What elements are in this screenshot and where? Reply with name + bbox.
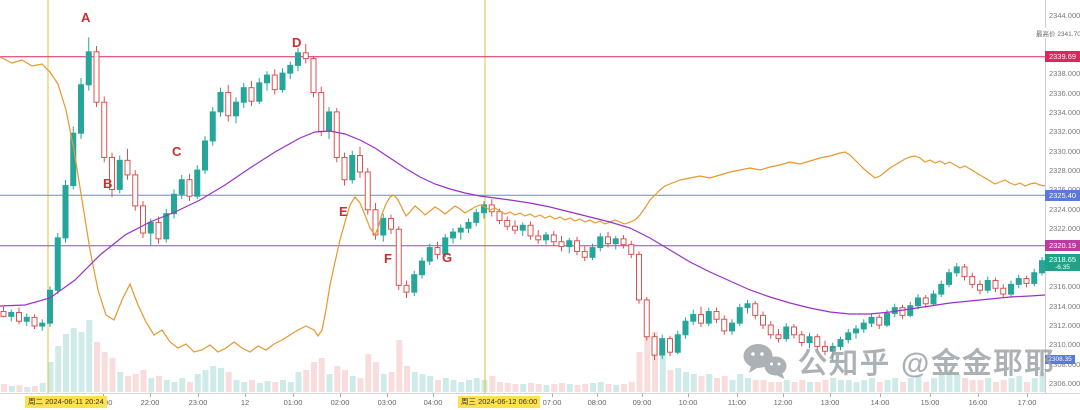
price-tick: 2316.000 [1049,282,1080,292]
price-tick: 2312.000 [1049,321,1080,331]
time-tick [1027,394,1028,397]
annotation-letter-d: D [292,35,302,50]
annotation-letter-b: B [103,176,113,191]
time-label: 12 [240,398,250,407]
wechat-icon [743,344,787,379]
price-tick: 2334.000 [1049,107,1080,117]
mid-level-price-badge: 2325.40 [1045,189,1080,201]
resistance-price-badge: 2339.69 [1045,51,1080,63]
price-tick: 2344.000 [1049,11,1080,20]
overlay-line [0,56,1045,353]
support-price-badge: 2320.19 [1045,240,1080,252]
price-tick: 2324.000 [1049,204,1080,214]
time-label: 16:00 [968,398,988,407]
time-tick [340,394,341,397]
watermark-text: 公知乎 @金金耶耶 [798,348,1056,380]
time-label: 12:00 [773,398,793,407]
time-label: 17:00 [1017,398,1037,407]
time-label: 02:00 [330,398,350,407]
time-label: 10:00 [678,398,698,407]
time-label: 09:00 [632,398,652,407]
time-tick [387,394,388,397]
time-tick [293,394,294,397]
time-label: 03:00 [377,398,397,407]
crosshair-time-marker: 周二 2024-06-11 20:24 [25,396,107,408]
time-label: 22:00 [140,398,160,407]
time-label: 08:00 [587,398,607,407]
time-label: 23:00 [188,398,208,407]
time-label: 01:00 [283,398,303,407]
time-tick [433,394,434,397]
time-tick [783,394,784,397]
price-tick: 2330.000 [1049,146,1080,156]
last-price-badge: 2318.65 -6.35 [1045,253,1080,271]
time-tick [880,394,881,397]
time-tick [930,394,931,397]
time-tick [737,394,738,397]
time-tick [150,394,151,397]
session-high-name: 最高价 [1036,31,1056,38]
price-tick: 2338.000 [1049,69,1080,79]
candlestick-series [0,37,1045,361]
time-axis: 21:0022:0023:001201:0002:0003:0004:0007:… [0,393,1080,410]
session-high-value: 2341.700 [1057,31,1080,38]
annotation-letter-f: F [384,251,392,266]
time-label: 04:00 [423,398,443,407]
annotation-letter-c: C [172,144,182,159]
time-tick [978,394,979,397]
price-tick: 2308.000 [1049,359,1080,369]
annotation-letter-g: G [442,250,453,265]
price-tick: 2328.000 [1049,166,1080,176]
annotation-letter-e: E [339,204,348,219]
price-tick: 2332.000 [1049,127,1080,137]
price-tick: 2306.000 [1049,379,1080,389]
time-label: 11:00 [727,398,747,407]
time-tick [830,394,831,397]
price-tick: 2336.000 [1049,88,1080,98]
time-label: 13:00 [820,398,840,407]
price-tick: 2314.000 [1049,301,1080,311]
crosshair-time-marker: 周三 2024-06-12 06:00 [458,396,541,408]
time-tick [198,394,199,397]
time-tick [103,394,104,397]
time-label: 15:00 [920,398,940,407]
volume-bars [1,320,1045,392]
time-label: 14:00 [870,398,890,407]
price-tick: 2310.000 [1049,340,1080,350]
time-tick [688,394,689,397]
time-tick [597,394,598,397]
time-tick [552,394,553,397]
time-tick [642,394,643,397]
annotation-letter-a: A [81,10,91,25]
session-high-label: 最高价 2341.700 [1036,28,1080,38]
indicator-price-badge: 2308.35 [1045,354,1075,364]
watermark: 公知乎 @金金耶耶 [742,340,1055,382]
price-tick: 2322.000 [1049,224,1080,234]
candlestick-chart[interactable] [0,0,1045,393]
time-label: 07:00 [542,398,562,407]
moving-average-line [0,130,1045,315]
time-tick [245,394,246,397]
